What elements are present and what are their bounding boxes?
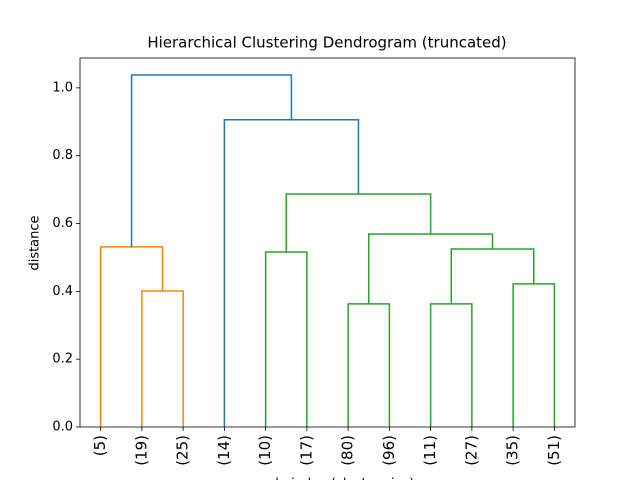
chart-title: Hierarchical Clustering Dendrogram (trun… xyxy=(147,34,506,52)
x-axis-label: sample index (cluster size) xyxy=(240,477,415,480)
dendrogram-link xyxy=(450,248,535,304)
leaf-label: (25) xyxy=(174,435,192,466)
leaf-label: (10) xyxy=(256,435,274,466)
y-tick-label: 0.4 xyxy=(52,284,73,299)
y-tick-label: 0.0 xyxy=(52,420,73,435)
y-axis-label: distance xyxy=(28,215,43,270)
dendrogram-link xyxy=(512,283,556,427)
leaf-label: (14) xyxy=(215,435,233,466)
y-tick-label: 0.8 xyxy=(52,148,73,163)
y-tick-label: 1.0 xyxy=(52,80,73,95)
y-tick-label: 0.6 xyxy=(52,216,73,231)
plot-area xyxy=(99,74,556,427)
leaf-label: (35) xyxy=(504,435,522,466)
leaf-label: (80) xyxy=(339,435,357,466)
dendrogram-link xyxy=(429,303,473,427)
leaf-label: (17) xyxy=(297,435,315,466)
dendrogram-link xyxy=(285,193,432,252)
axes-frame xyxy=(79,57,576,428)
leaf-label: (11) xyxy=(421,435,439,466)
leaf-label: (96) xyxy=(380,435,398,466)
leaf-label: (27) xyxy=(462,435,480,466)
y-tick-label: 0.2 xyxy=(52,352,73,367)
leaf-label: (5) xyxy=(91,435,109,456)
dendrogram-link xyxy=(130,74,293,247)
leaf-label: (51) xyxy=(545,435,563,466)
dendrogram-link xyxy=(347,303,391,427)
leaf-label: (19) xyxy=(132,435,150,466)
